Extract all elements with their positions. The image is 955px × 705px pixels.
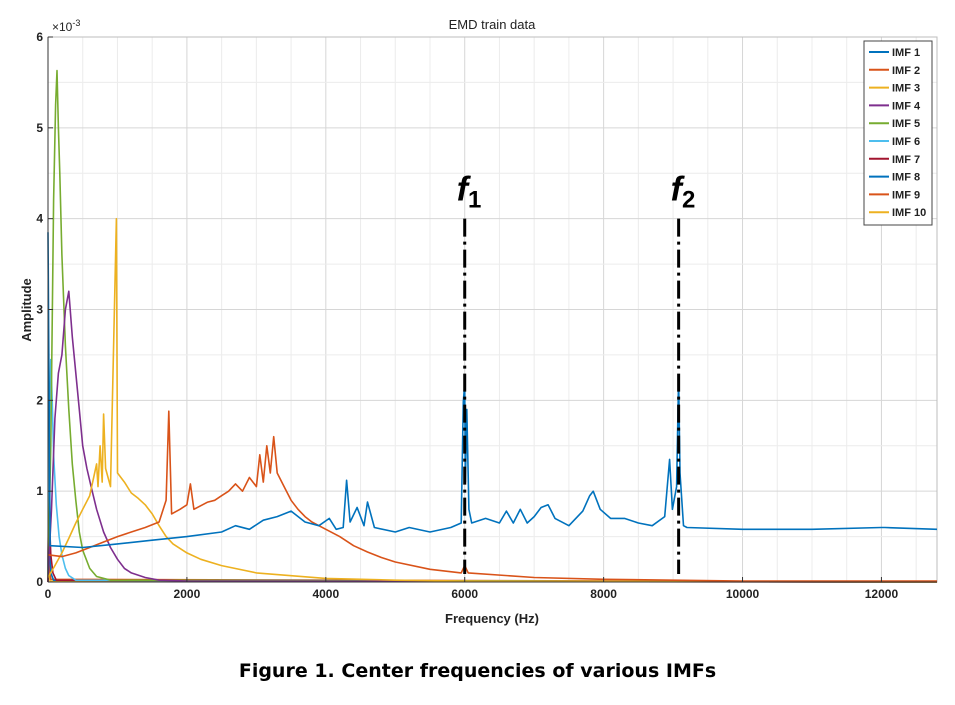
svg-text:×10-3: ×10-3 xyxy=(52,18,80,34)
legend-entry: IMF 2 xyxy=(892,65,920,77)
series-line-imf-10 xyxy=(47,544,938,583)
series-line-imf-5 xyxy=(47,69,938,583)
series-line-imf-6 xyxy=(47,358,938,583)
x-tick-label: 10000 xyxy=(726,587,760,601)
y-multiplier-base: ×10 xyxy=(52,20,73,34)
y-tick-label: 5 xyxy=(36,121,43,135)
x-tick-label: 0 xyxy=(45,587,52,601)
legend-entry: IMF 4 xyxy=(892,100,921,112)
annotation-label: f1 xyxy=(457,171,482,214)
figure-caption: Figure 1. Center frequencies of various … xyxy=(238,660,717,682)
y-tick-label: 4 xyxy=(36,212,43,226)
y-tick-label: 1 xyxy=(36,484,43,498)
legend-entry: IMF 9 xyxy=(892,189,920,201)
x-tick-label: 6000 xyxy=(451,587,478,601)
series-line-imf-4 xyxy=(47,290,938,583)
x-tick-label: 12000 xyxy=(865,587,899,601)
axes: 0 2000 4000 6000 8000 10000 12000 0 1 2 3 4 5 6 xyxy=(36,30,937,601)
y-tick-label: 2 xyxy=(36,393,43,407)
legend-entry: IMF 3 xyxy=(892,83,920,95)
x-tick-label: 2000 xyxy=(174,587,201,601)
legend-entry: IMF 5 xyxy=(892,118,920,130)
legend: IMF 1 IMF 2 IMF 3 IMF 4 IMF 5 IMF 6 IMF 7 IMF 8… xyxy=(863,40,933,226)
y-multiplier: ×10-3 xyxy=(52,18,80,34)
y-tick-label: 3 xyxy=(36,303,43,317)
chart-title: EMD train data xyxy=(449,17,536,32)
x-tick-label: 8000 xyxy=(590,587,617,601)
series-line-imf-7 xyxy=(47,472,938,583)
y-axis-label: Amplitude xyxy=(19,278,34,342)
series-group xyxy=(47,69,938,583)
annotations: f1 f2 xyxy=(457,171,696,574)
annotation-label: f2 xyxy=(671,171,696,214)
legend-entry: IMF 6 xyxy=(892,136,920,148)
y-tick-label: 6 xyxy=(36,30,43,44)
legend-entry: IMF 7 xyxy=(892,154,920,166)
series-line-imf-1 xyxy=(47,232,938,549)
series-line-imf-8 xyxy=(47,499,938,583)
y-multiplier-exponent: -3 xyxy=(72,18,80,28)
y-tick-label: 0 xyxy=(36,575,43,589)
series-line-imf-3 xyxy=(47,217,938,583)
x-tick-label: 4000 xyxy=(312,587,339,601)
legend-entry: IMF 8 xyxy=(892,172,920,184)
series-line-imf-2 xyxy=(47,410,937,582)
legend-entry: IMF 10 xyxy=(892,207,926,219)
legend-entry: IMF 1 xyxy=(892,47,920,59)
grid xyxy=(47,36,937,583)
x-axis-label: Frequency (Hz) xyxy=(445,611,539,626)
